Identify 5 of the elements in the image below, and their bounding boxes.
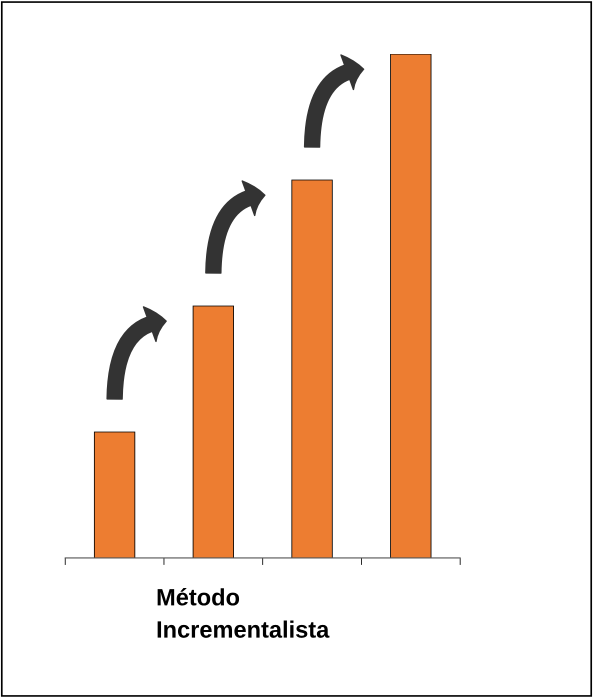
bar xyxy=(291,180,333,558)
bar xyxy=(192,306,234,558)
bar xyxy=(390,54,432,558)
bar xyxy=(94,432,136,558)
x-axis-title: Método Incrementalista xyxy=(158,588,330,638)
